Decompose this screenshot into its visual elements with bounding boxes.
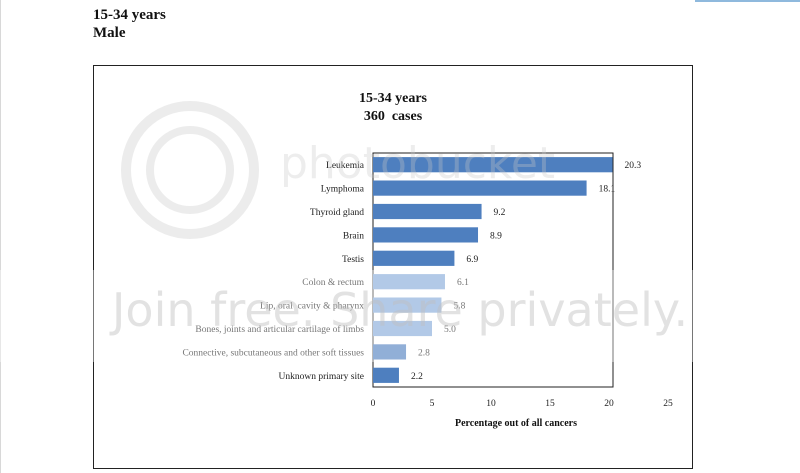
x-tick-label: 10 [486, 399, 496, 409]
chart-title: 15-34 years [359, 91, 428, 106]
x-tick-label: 0 [371, 399, 376, 409]
bar [373, 320, 432, 337]
top-accent-line [695, 0, 800, 2]
bar [373, 180, 587, 196]
data-label: 8.9 [490, 231, 502, 241]
data-label: 9.2 [494, 208, 506, 218]
x-tick-label: 5 [430, 399, 435, 409]
data-label: 20.3 [625, 161, 642, 171]
category-label: Lip, oral cavity & pharynx [260, 302, 364, 312]
bar [373, 297, 442, 313]
header-sex: Male [93, 25, 126, 41]
bar [373, 274, 445, 290]
bar [373, 203, 482, 220]
category-label: Thyroid gland [310, 208, 364, 218]
data-label: 2.2 [411, 372, 423, 382]
bar [373, 227, 479, 243]
bar [373, 367, 399, 383]
category-label: Unknown primary site [279, 372, 365, 382]
category-label: Bones, joints and articular cartilage of… [195, 324, 364, 335]
data-label: 6.9 [466, 255, 478, 265]
page-header: 15-34 years Male [93, 6, 166, 42]
category-label: Colon & rectum [302, 278, 364, 288]
category-label: Lymphoma [321, 185, 365, 195]
page-left-rule [0, 0, 1, 473]
x-tick-label: 20 [604, 399, 614, 409]
plot-area-border [372, 152, 614, 388]
header-age-group: 15-34 years [93, 7, 166, 23]
category-label: Connective, subcutaneous and other soft … [182, 347, 364, 358]
x-tick-label: 15 [545, 399, 555, 409]
data-label: 6.1 [457, 278, 469, 288]
chart-subtitle: 360 cases [364, 109, 423, 124]
chart-frame [93, 65, 693, 469]
data-label: 5.0 [444, 325, 456, 335]
data-label: 18.1 [599, 185, 616, 195]
bar [373, 157, 613, 173]
data-label: 5.8 [453, 302, 465, 312]
x-tick-label: 25 [663, 399, 673, 409]
bar [373, 344, 407, 360]
category-label: Leukemia [326, 161, 365, 171]
bar [373, 250, 455, 266]
category-label: Testis [342, 255, 364, 265]
x-axis-label: Percentage out of all cancers [455, 418, 577, 429]
category-label: Brain [343, 231, 364, 241]
data-label: 2.8 [418, 348, 430, 358]
